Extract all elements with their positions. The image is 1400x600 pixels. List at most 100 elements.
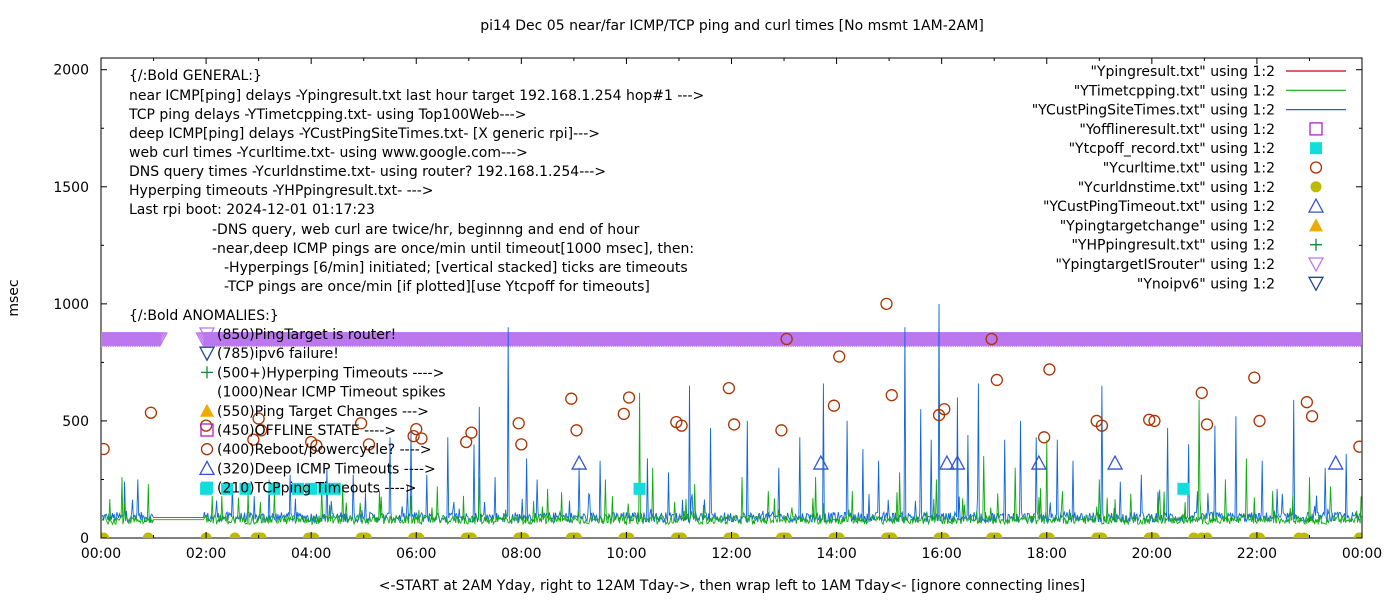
series-markers bbox=[571, 454, 1344, 470]
x-tick-label: 20:00 bbox=[1132, 546, 1172, 562]
legend-label: "Ycurltime.txt" using 1:2 bbox=[1103, 161, 1275, 177]
annotation-text: -DNS query, web curl are twice/hr, begin… bbox=[212, 222, 640, 238]
data-point bbox=[1201, 532, 1213, 538]
x-tick-label: 04:00 bbox=[291, 546, 331, 562]
legend-label: "Ynoipv6" using 1:2 bbox=[1137, 276, 1275, 292]
anomaly-marker bbox=[200, 423, 214, 437]
data-point bbox=[1200, 418, 1214, 431]
anomaly-marker bbox=[201, 481, 213, 494]
anomaly-marker bbox=[201, 366, 213, 379]
data-point bbox=[1106, 454, 1124, 470]
data-point bbox=[1327, 454, 1344, 470]
x-tick-label: 10:00 bbox=[606, 546, 646, 562]
data-point bbox=[328, 482, 341, 495]
data-point bbox=[1254, 532, 1266, 538]
data-band bbox=[203, 332, 1362, 345]
x-tick-label: 08:00 bbox=[501, 546, 541, 562]
data-point bbox=[268, 482, 281, 495]
data-point bbox=[1177, 482, 1190, 495]
data-point bbox=[308, 532, 320, 538]
anomaly-label: (210)TCPping Timeouts ----> bbox=[217, 481, 416, 497]
data-point bbox=[354, 417, 368, 430]
anomaly-marker bbox=[200, 403, 214, 417]
legend-label: "Ypingresult.txt" using 1:2 bbox=[1090, 64, 1275, 80]
data-point bbox=[144, 406, 158, 419]
data-point bbox=[622, 391, 636, 404]
y-tick-label: 2000 bbox=[53, 63, 89, 79]
data-point bbox=[617, 407, 630, 421]
plot-area bbox=[101, 297, 1362, 538]
legend-marker bbox=[1310, 181, 1322, 193]
y-axis-label: msec bbox=[6, 279, 22, 316]
data-point bbox=[991, 532, 1003, 538]
legend-label: "YCustPingSiteTimes.txt" using 1:2 bbox=[1032, 103, 1275, 119]
chart-annotations: {/:Bold GENERAL:} near ICMP[ping] delays … bbox=[128, 68, 704, 324]
data-point bbox=[565, 392, 578, 405]
annotation-text: deep ICMP[ping] delays -YCustPingSiteTim… bbox=[129, 126, 600, 142]
data-point bbox=[938, 454, 956, 470]
annotation-text: TCP ping delays -YTimetcpping.txt- using… bbox=[128, 107, 526, 123]
annotation-text: -TCP pings are once/min [if plotted][use… bbox=[224, 279, 650, 295]
y-tick-label: 0 bbox=[80, 531, 89, 547]
anomaly-label: (1000)Near ICMP Timeout spikes bbox=[217, 385, 446, 401]
data-point bbox=[460, 435, 473, 449]
data-point bbox=[781, 532, 793, 538]
data-point bbox=[318, 482, 331, 495]
legend-label: "Yofflineresult.txt" using 1:2 bbox=[1079, 122, 1275, 138]
data-point bbox=[833, 350, 846, 363]
y-tick-label: 500 bbox=[62, 414, 89, 430]
anomaly-legend: (850)PingTarget is router! (785)ipv6 fail… bbox=[198, 327, 446, 497]
data-point bbox=[1305, 410, 1319, 423]
anomaly-label: (500+)Hyperping Timeouts ----> bbox=[217, 365, 444, 381]
data-point bbox=[571, 454, 588, 470]
legend-marker bbox=[1310, 142, 1322, 155]
anomaly-marker bbox=[198, 460, 216, 476]
annotation-text: {/:Bold GENERAL:} bbox=[129, 68, 262, 84]
data-point bbox=[812, 454, 829, 470]
x-tick-label: 06:00 bbox=[396, 546, 436, 562]
anomaly-marker bbox=[198, 327, 216, 343]
data-point bbox=[949, 454, 966, 470]
annotation-text: near ICMP[ping] delays -Ypingresult.txt … bbox=[129, 88, 704, 104]
data-point bbox=[465, 426, 478, 439]
legend-label: "YCustPingTimeout.txt" using 1:2 bbox=[1043, 199, 1275, 215]
legend-label: "Ycurldnstime.txt" using 1:2 bbox=[1078, 180, 1275, 196]
data-point bbox=[570, 424, 583, 437]
legend-label: "Ypingtargetchange" using 1:2 bbox=[1060, 218, 1275, 234]
data-point bbox=[255, 532, 267, 538]
data-point bbox=[938, 532, 950, 538]
data-point bbox=[407, 429, 420, 443]
data-point bbox=[142, 532, 154, 538]
x-tick-label: 18:00 bbox=[1027, 546, 1067, 562]
data-point bbox=[360, 532, 372, 538]
data-point bbox=[221, 482, 234, 495]
data-point bbox=[880, 297, 893, 311]
x-tick-label: 12:00 bbox=[711, 546, 751, 562]
chart-title: pi14 Dec 05 near/far ICMP/TCP ping and c… bbox=[480, 18, 984, 34]
legend-marker bbox=[1307, 276, 1325, 292]
data-point bbox=[1298, 532, 1310, 538]
x-tick-label: 22:00 bbox=[1237, 546, 1277, 562]
anomaly-marker bbox=[200, 443, 214, 456]
legend: "Ypingresult.txt" using 1:2 "YTimetcpping… bbox=[1032, 64, 1346, 292]
data-point bbox=[722, 381, 736, 395]
data-point bbox=[512, 417, 525, 430]
data-point bbox=[415, 432, 428, 445]
data-point bbox=[362, 438, 376, 451]
x-tick-label: 02:00 bbox=[186, 546, 226, 562]
data-point bbox=[886, 532, 898, 538]
data-point bbox=[775, 424, 788, 437]
data-point bbox=[938, 403, 951, 416]
legend-label: "YHPpingresult.txt" using 1:2 bbox=[1071, 238, 1275, 254]
anomaly-label: (450)OFFLINE STATE ----> bbox=[217, 423, 396, 439]
data-point bbox=[1143, 413, 1156, 426]
data-point bbox=[571, 532, 583, 538]
data-point bbox=[1195, 386, 1208, 399]
legend-marker bbox=[1309, 161, 1323, 174]
data-point bbox=[239, 482, 252, 495]
data-point bbox=[1148, 532, 1160, 538]
annotation-text: DNS query times -Ycurldnstime.txt- using… bbox=[129, 164, 606, 180]
data-point bbox=[780, 332, 793, 346]
data-point bbox=[252, 412, 265, 425]
